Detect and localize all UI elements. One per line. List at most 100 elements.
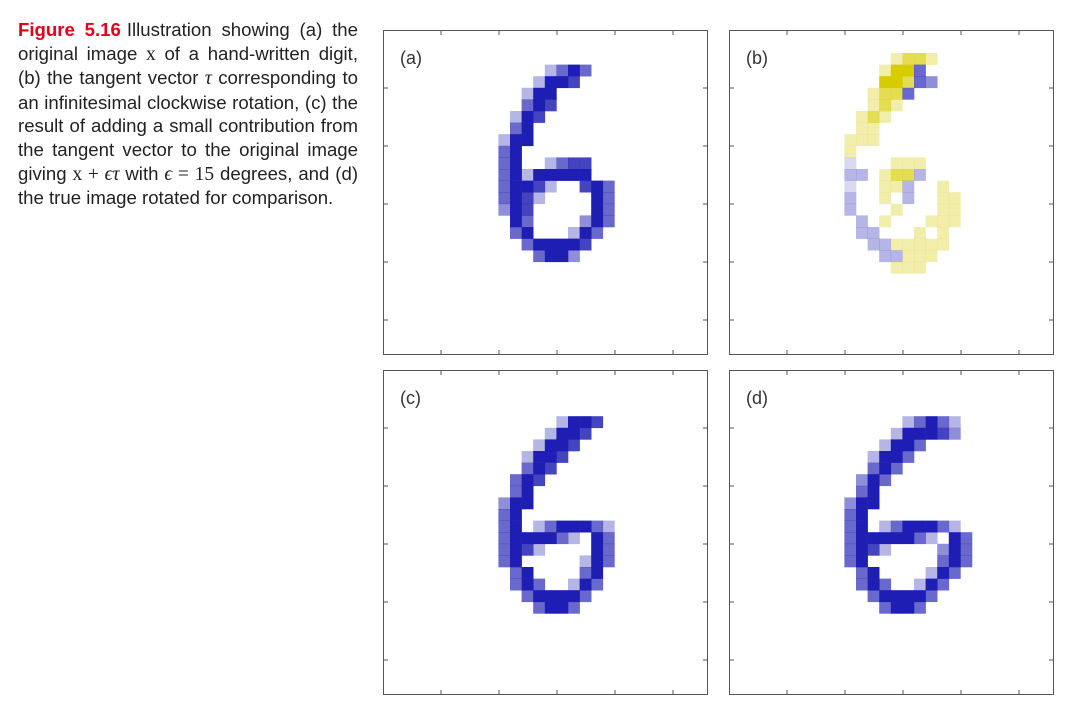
panel-a: (a): [383, 30, 708, 355]
pixel: [533, 532, 546, 545]
pixel: [498, 180, 511, 193]
pixel: [510, 192, 522, 205]
caption-text-4: with: [119, 162, 165, 184]
pixel: [937, 543, 950, 556]
pixel: [867, 87, 880, 100]
pixel: [902, 427, 915, 440]
pixel: [510, 474, 522, 487]
pixel: [902, 64, 915, 77]
pixel: [879, 520, 892, 533]
pixel: [867, 532, 880, 545]
pixel: [856, 509, 868, 521]
pixel: [544, 180, 557, 193]
pixel: [856, 215, 868, 228]
pixel: [948, 543, 961, 556]
pixel: [533, 192, 546, 205]
pixel: [856, 111, 868, 123]
pixel: [533, 474, 546, 487]
pixel: [890, 532, 903, 545]
pixel: [844, 192, 857, 205]
pixel: [533, 238, 546, 251]
pixel: [510, 145, 522, 158]
pixel: [914, 532, 926, 545]
math-plus: +: [82, 163, 105, 185]
pixel: [568, 250, 580, 263]
pixel: [879, 474, 892, 487]
pixel: [937, 520, 950, 533]
pixel: [568, 169, 580, 181]
pixel: [510, 578, 522, 591]
pixel: [890, 180, 903, 193]
pixel: [879, 250, 892, 263]
pixel: [856, 134, 868, 147]
pixel: [937, 427, 950, 440]
pixel: [602, 192, 615, 205]
pixel: [867, 122, 880, 135]
pixel: [914, 416, 926, 429]
panel-d-digit: [844, 416, 973, 614]
pixel: [602, 203, 615, 216]
pixel: [844, 509, 857, 521]
pixel: [890, 427, 903, 440]
pixel: [914, 238, 926, 251]
pixel: [925, 416, 938, 429]
pixel: [879, 532, 892, 545]
pixel: [544, 238, 557, 251]
pixel: [568, 520, 580, 533]
pixel: [591, 567, 604, 579]
pixel: [914, 227, 926, 239]
pixel: [890, 203, 903, 216]
pixel: [533, 169, 546, 181]
pixel: [867, 462, 880, 475]
pixel: [591, 180, 604, 193]
pixel: [879, 601, 892, 614]
pixel: [844, 497, 857, 510]
pixel: [856, 485, 868, 498]
pixel: [521, 578, 534, 591]
pixel: [844, 145, 857, 158]
pixel: [533, 76, 546, 89]
pixel: [533, 590, 546, 603]
pixel: [890, 462, 903, 475]
pixel: [879, 87, 892, 100]
pixel: [879, 192, 892, 205]
pixel: [498, 520, 511, 533]
pixel: [521, 192, 534, 205]
pixel: [556, 601, 569, 614]
pixel: [556, 451, 569, 463]
panel-d: (d): [729, 370, 1054, 695]
pixel: [556, 250, 569, 263]
panel-b-figure: (b): [729, 30, 1054, 355]
math-tau: τ: [204, 68, 212, 90]
pixel: [591, 555, 604, 568]
pixel: [510, 111, 522, 123]
pixel: [948, 532, 961, 545]
caption-text-3: corresponding to an infinitesimal clockw…: [18, 67, 358, 184]
pixel: [544, 451, 557, 463]
pixel: [521, 180, 534, 193]
pixel: [890, 169, 903, 181]
pixel: [867, 497, 880, 510]
pixel: [867, 227, 880, 239]
pixel: [544, 64, 557, 77]
pixel: [591, 416, 604, 429]
pixel: [521, 87, 534, 100]
pixel: [902, 532, 915, 545]
pixel: [556, 427, 569, 440]
pixel: [937, 227, 950, 239]
pixel: [579, 169, 592, 181]
pixel: [902, 238, 915, 251]
pixel: [591, 192, 604, 205]
pixel: [879, 180, 892, 193]
pixel: [902, 76, 915, 89]
pixel: [902, 451, 915, 463]
pixel: [544, 157, 557, 170]
pixel: [890, 451, 903, 463]
pixel: [879, 64, 892, 77]
pixel: [925, 590, 938, 603]
pixel: [844, 169, 857, 181]
pixel: [556, 590, 569, 603]
pixel: [948, 192, 961, 205]
pixel: [925, 532, 938, 545]
pixel: [914, 439, 926, 452]
